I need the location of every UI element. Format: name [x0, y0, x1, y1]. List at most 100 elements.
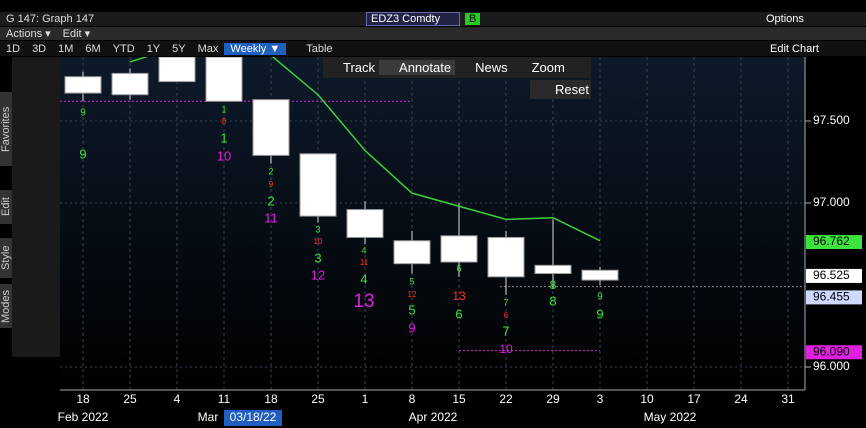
candle-body — [581, 269, 619, 281]
ticker-badge[interactable]: B — [465, 13, 481, 25]
price-tag-label: 96.455 — [813, 290, 850, 304]
td-count: 1 — [221, 104, 226, 114]
tool-button[interactable]: News — [475, 60, 508, 75]
candle-body — [205, 57, 243, 102]
td-count: 2 — [268, 166, 273, 176]
td-count: 3 — [314, 250, 321, 265]
td-count: 10 — [217, 148, 231, 163]
plot-area — [60, 57, 805, 390]
candle-body — [111, 72, 149, 96]
tool-button[interactable]: Zoom — [531, 60, 565, 75]
x-tick-label: 25 — [311, 392, 325, 406]
td-count: 9 — [596, 306, 603, 321]
td-count: 8 — [550, 278, 557, 292]
td-count: 7 — [503, 297, 508, 307]
range-button[interactable]: 1Y — [146, 42, 161, 55]
tool-button[interactable]: Track — [343, 60, 376, 75]
td-count: 11 — [264, 210, 278, 225]
td-count: 7 — [502, 323, 509, 338]
month-label: Mar — [198, 410, 219, 424]
options[interactable]: Options — [766, 13, 804, 25]
candle-body — [440, 235, 478, 263]
td-count: 9 — [80, 108, 86, 119]
td-count: 11 — [360, 258, 369, 267]
series-line — [129, 57, 601, 242]
td-count: 13 — [353, 291, 374, 312]
td-count: 10 — [314, 237, 323, 246]
price-tag — [806, 268, 862, 283]
price-tag-label: 96.762 — [813, 234, 850, 248]
td-count: 6 — [456, 263, 461, 273]
candle-body — [299, 153, 337, 217]
x-tick-label: 3 — [597, 392, 604, 406]
tool-palette — [12, 57, 60, 357]
x-tick-label: 25 — [123, 392, 137, 406]
y-tick-label: 96.000 — [813, 359, 850, 373]
reset-label: Reset — [555, 82, 589, 97]
td-count: 6 — [504, 311, 509, 320]
candle-body — [252, 99, 290, 156]
range-button[interactable]: 5Y — [172, 42, 186, 55]
td-count: 2 — [267, 193, 274, 208]
edit-menu[interactable]: Edit ▾ — [62, 28, 91, 40]
x-tick-label: 1 — [362, 392, 369, 406]
td-count: 5 — [409, 276, 414, 286]
title-bar: G 147: Graph 147 EDZ3 Comdty B Options — [0, 12, 866, 26]
candle-body — [158, 57, 196, 83]
x-tick-label: 18 — [76, 392, 90, 406]
actions-menu[interactable]: Actions ▾ — [6, 28, 51, 40]
td-count: 9 — [408, 320, 415, 335]
edit-chart[interactable]: Edit Chart — [770, 42, 819, 55]
ticker[interactable]: EDZ3 Comdty — [366, 12, 460, 26]
range-bar: 1D 3D 1M 6M YTD 1Y 5Y Max Weekly ▼ Table Edit Char… — [0, 41, 866, 56]
td-count: 13 — [452, 289, 466, 303]
reset-button[interactable]: Reset — [530, 80, 591, 99]
x-tick-label: 17 — [687, 392, 701, 406]
range-button[interactable]: 1M — [58, 42, 74, 55]
td-count: 6 — [455, 306, 462, 321]
x-tick-label: 15 — [452, 392, 466, 406]
candle-body — [534, 264, 572, 275]
menu-bar: Actions ▾ Edit ▾ — [0, 27, 866, 40]
td-count: 9 — [79, 146, 86, 161]
range-button[interactable]: YTD — [112, 42, 135, 55]
x-tick-label: 22 — [499, 392, 513, 406]
candle-body — [64, 76, 102, 94]
tool-button[interactable]: Annotate — [379, 60, 456, 75]
chart-toolbox: Track Annotate News Zoom — [323, 57, 591, 78]
td-count: 5 — [408, 302, 415, 317]
td-count: 10 — [499, 342, 513, 356]
range-button[interactable]: 3D — [32, 42, 47, 55]
x-tick-label: 11 — [218, 392, 231, 406]
month-label: Feb 2022 — [58, 410, 109, 424]
y-tick-label: 97.000 — [813, 195, 850, 209]
range-button[interactable]: Max — [197, 42, 219, 55]
y-tick-label: 97.500 — [813, 113, 850, 127]
table-button[interactable]: Table — [306, 42, 333, 55]
month-label: May 2022 — [644, 410, 697, 424]
period-select[interactable]: Weekly ▼ — [224, 42, 287, 55]
x-tick-label: 29 — [546, 392, 560, 406]
range-button[interactable]: 1D — [6, 42, 21, 55]
price-tag — [806, 235, 862, 250]
candle-body — [393, 240, 431, 265]
td-count: 12 — [408, 290, 417, 299]
price-tag — [806, 290, 862, 305]
td-count: 8 — [222, 117, 227, 126]
price-tag — [806, 345, 862, 360]
td-count: 8 — [549, 293, 556, 308]
candle-body — [487, 236, 525, 278]
date-highlight — [224, 410, 282, 426]
month-label: 03/18/22 — [230, 410, 277, 424]
td-count: 9 — [597, 292, 603, 303]
range-button[interactable]: 6M — [85, 42, 101, 55]
x-tick-label: 31 — [781, 392, 795, 406]
td-count: 1 — [220, 130, 227, 145]
price-tag-label: 96.090 — [813, 344, 850, 358]
td-count: 12 — [311, 267, 325, 282]
x-tick-label: 10 — [640, 392, 654, 406]
price-tag-label: 96.525 — [813, 268, 850, 282]
td-count: 4 — [361, 245, 366, 255]
candle-body — [346, 209, 384, 238]
